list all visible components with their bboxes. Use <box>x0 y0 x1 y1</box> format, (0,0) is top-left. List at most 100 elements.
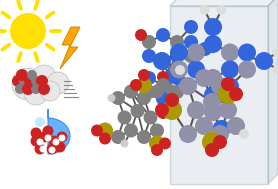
Circle shape <box>36 75 48 87</box>
Circle shape <box>130 79 142 91</box>
Circle shape <box>217 5 227 15</box>
Circle shape <box>12 75 24 87</box>
Circle shape <box>227 117 245 135</box>
Circle shape <box>97 122 113 139</box>
Circle shape <box>184 49 198 63</box>
Circle shape <box>238 60 256 78</box>
Circle shape <box>165 93 179 107</box>
Circle shape <box>150 123 164 138</box>
Circle shape <box>229 87 243 101</box>
Circle shape <box>162 100 182 120</box>
Circle shape <box>137 130 151 144</box>
Circle shape <box>99 132 111 145</box>
Circle shape <box>150 84 164 98</box>
Circle shape <box>221 43 239 61</box>
Circle shape <box>91 125 103 136</box>
Circle shape <box>170 71 184 85</box>
Circle shape <box>135 29 147 41</box>
Circle shape <box>255 52 273 70</box>
Circle shape <box>31 136 41 146</box>
Circle shape <box>142 71 156 85</box>
Circle shape <box>138 69 150 81</box>
Circle shape <box>157 107 169 119</box>
Circle shape <box>53 139 59 146</box>
Circle shape <box>163 70 177 84</box>
Circle shape <box>208 141 218 151</box>
Circle shape <box>204 103 222 121</box>
Circle shape <box>163 84 177 98</box>
Circle shape <box>203 93 221 111</box>
Circle shape <box>238 43 256 61</box>
Circle shape <box>273 64 278 74</box>
Circle shape <box>142 49 156 63</box>
Circle shape <box>58 135 66 142</box>
Circle shape <box>16 69 28 81</box>
Circle shape <box>204 69 222 87</box>
Circle shape <box>48 146 56 153</box>
Circle shape <box>156 92 170 106</box>
Circle shape <box>124 84 138 98</box>
Circle shape <box>221 77 239 95</box>
Circle shape <box>31 84 41 94</box>
FancyBboxPatch shape <box>170 6 268 184</box>
Circle shape <box>221 60 239 78</box>
Circle shape <box>48 136 59 146</box>
Circle shape <box>137 91 151 105</box>
Circle shape <box>47 72 69 94</box>
Circle shape <box>120 139 128 147</box>
Circle shape <box>39 146 46 153</box>
Circle shape <box>156 28 170 42</box>
Circle shape <box>156 78 170 92</box>
Circle shape <box>211 77 229 95</box>
Circle shape <box>170 60 188 78</box>
Circle shape <box>202 132 222 152</box>
Circle shape <box>31 76 41 86</box>
Circle shape <box>209 38 217 46</box>
Circle shape <box>15 84 25 94</box>
Circle shape <box>46 143 58 154</box>
Circle shape <box>175 65 185 75</box>
Circle shape <box>211 125 229 143</box>
Circle shape <box>187 101 205 119</box>
Circle shape <box>56 132 68 143</box>
Circle shape <box>136 77 152 93</box>
Circle shape <box>19 76 29 86</box>
Circle shape <box>170 35 184 49</box>
Circle shape <box>212 120 230 138</box>
Circle shape <box>153 52 171 70</box>
Circle shape <box>219 101 237 119</box>
Circle shape <box>184 35 198 49</box>
Circle shape <box>198 42 212 56</box>
Circle shape <box>218 84 238 104</box>
Circle shape <box>44 135 51 142</box>
Circle shape <box>40 81 60 101</box>
Circle shape <box>24 81 48 105</box>
Circle shape <box>239 129 249 139</box>
Circle shape <box>195 69 213 87</box>
Circle shape <box>22 83 34 95</box>
Circle shape <box>200 5 210 15</box>
Circle shape <box>204 35 222 53</box>
Polygon shape <box>48 109 70 154</box>
Circle shape <box>221 77 235 91</box>
Polygon shape <box>170 0 278 6</box>
Circle shape <box>24 75 36 87</box>
Circle shape <box>38 132 49 143</box>
Polygon shape <box>268 0 278 184</box>
Circle shape <box>179 125 197 143</box>
Circle shape <box>108 94 115 102</box>
Circle shape <box>124 123 138 138</box>
Circle shape <box>142 85 156 99</box>
Circle shape <box>54 142 66 153</box>
Circle shape <box>187 43 205 61</box>
Circle shape <box>204 18 222 36</box>
Circle shape <box>34 143 46 154</box>
Circle shape <box>143 111 158 125</box>
Circle shape <box>111 130 125 144</box>
Polygon shape <box>60 27 80 69</box>
Circle shape <box>170 85 184 99</box>
Circle shape <box>156 56 170 70</box>
Circle shape <box>155 103 169 117</box>
Circle shape <box>204 86 222 104</box>
Circle shape <box>170 49 184 63</box>
